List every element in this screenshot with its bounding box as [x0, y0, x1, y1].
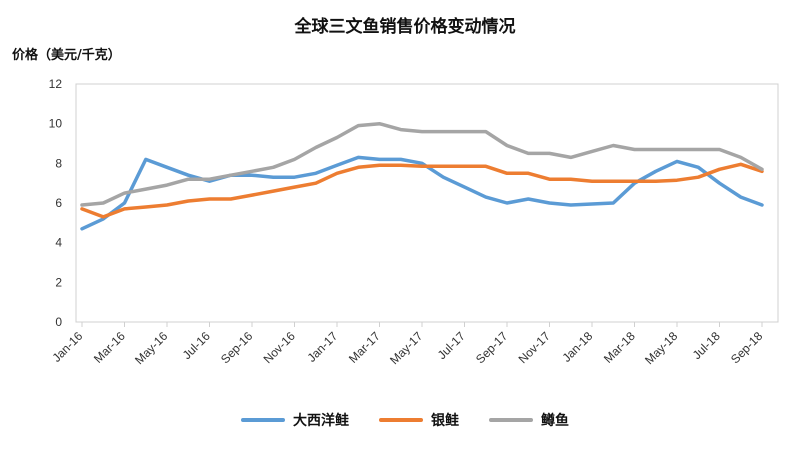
- legend-label-trout: 鳟鱼: [541, 413, 569, 429]
- y-tick-label: 6: [55, 196, 62, 210]
- legend-swatch-coho-salmon: [379, 418, 423, 422]
- y-axis: 0 2 4 6 8 10 12: [49, 77, 63, 329]
- legend-swatch-trout: [489, 418, 533, 422]
- series-line-2: [80, 121, 764, 207]
- y-axis-label: 价格（美元/千克）: [12, 48, 121, 63]
- x-tick-label: Nov-17: [516, 329, 553, 366]
- x-tick-label: Sep-18: [728, 329, 765, 366]
- y-tick-label: 10: [49, 117, 63, 131]
- legend-item-coho-salmon: 银鲑: [379, 410, 459, 430]
- legend-item-atlantic-salmon: 大西洋鲑: [241, 410, 349, 430]
- x-tick-label: Mar-16: [91, 329, 128, 366]
- x-tick-label: Jan-16: [49, 329, 85, 365]
- y-tick-label: 12: [49, 77, 63, 91]
- legend-swatch-atlantic-salmon: [241, 418, 285, 422]
- y-tick-label: 8: [55, 156, 62, 170]
- y-tick-label: 4: [55, 236, 62, 250]
- x-tick-label: Sep-17: [473, 329, 510, 366]
- series-line-1: [80, 162, 764, 219]
- series-lines: [80, 121, 764, 231]
- x-tick-label: Jul-16: [180, 329, 213, 362]
- plot-area-border: [75, 83, 779, 323]
- x-tick-label: Jul-18: [690, 329, 723, 362]
- y-tick-label: 2: [55, 275, 62, 289]
- x-tick-label: May-17: [387, 329, 425, 367]
- x-tick-label: Nov-16: [261, 329, 298, 366]
- legend-label-atlantic-salmon: 大西洋鲑: [293, 413, 349, 429]
- legend-label-coho-salmon: 银鲑: [431, 413, 459, 429]
- legend-item-trout: 鳟鱼: [489, 410, 569, 430]
- series-line-0: [80, 155, 764, 231]
- x-tick-label: Jan-17: [304, 329, 340, 365]
- legend: 大西洋鲑 银鲑 鳟鱼: [0, 410, 810, 430]
- chart-title: 全球三文鱼销售价格变动情况: [294, 17, 516, 37]
- x-tick-label: Sep-16: [218, 329, 255, 366]
- y-tick-label: 0: [55, 315, 62, 329]
- x-tick-label: Jul-17: [435, 329, 468, 362]
- x-tick-label: Mar-17: [346, 329, 383, 366]
- x-tick-label: May-18: [642, 329, 680, 367]
- x-tick-label: May-16: [132, 329, 170, 367]
- x-axis: Jan-16 Mar-16 May-16 Jul-16 Sep-16 Nov-16 Jan-…: [49, 322, 766, 367]
- x-tick-label: Jan-18: [559, 329, 595, 365]
- x-tick-label: Mar-18: [601, 329, 638, 366]
